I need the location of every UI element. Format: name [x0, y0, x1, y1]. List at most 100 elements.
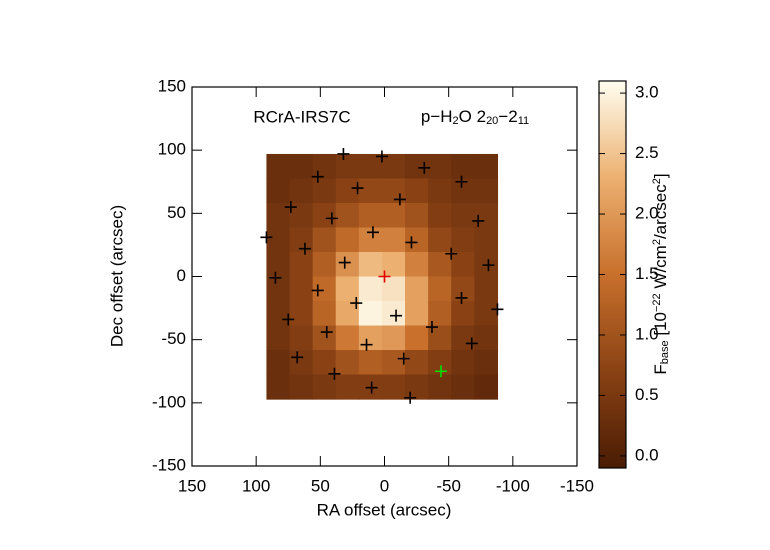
heatmap-cell — [358, 202, 383, 229]
heatmap-cell — [358, 276, 383, 302]
cross-marker — [338, 256, 351, 269]
y-tick-label: 100 — [158, 140, 186, 159]
heatmap-cell — [335, 251, 360, 278]
heatmap-cell — [451, 227, 475, 253]
chart-title: RCrA-IRS7C — [253, 107, 350, 126]
heatmap-cell — [312, 153, 337, 180]
heatmap-cell — [266, 374, 291, 400]
heatmap-cell — [312, 227, 337, 253]
cross-marker — [320, 326, 333, 339]
cross-marker — [482, 259, 495, 272]
cross-marker — [445, 247, 458, 260]
colorbar-tick-label: 1.5 — [635, 264, 659, 283]
cross-marker — [425, 321, 438, 334]
cross-marker — [434, 365, 447, 378]
heatmap-cell — [358, 178, 383, 204]
heatmap-cell — [312, 325, 337, 351]
cross-marker — [390, 309, 403, 322]
text-part: [10 — [651, 312, 670, 340]
x-tick-label: 100 — [242, 476, 270, 495]
heatmap-cell — [335, 301, 360, 327]
text-part: 2 — [651, 239, 663, 245]
heatmap-cell — [312, 374, 337, 400]
heatmap-cell — [474, 325, 499, 351]
heatmap-cell — [451, 251, 475, 278]
text-part: 2 — [453, 115, 459, 127]
x-tick-label: 150 — [178, 476, 206, 495]
heatmap-cell — [335, 325, 360, 351]
cross-marker — [291, 351, 304, 364]
heatmap-cell — [474, 178, 499, 204]
cross-marker — [360, 338, 373, 351]
x-tick-label: -150 — [560, 476, 594, 495]
heatmap-cell — [289, 350, 314, 376]
y-tick-label: 0 — [177, 266, 186, 285]
cross-marker — [328, 367, 341, 380]
heatmap-cell — [289, 153, 314, 180]
heatmap-cell — [358, 251, 383, 278]
heatmap-cell — [312, 276, 337, 302]
heatmap-cell — [289, 276, 314, 302]
cross-marker — [337, 147, 350, 160]
heatmap-cell — [335, 374, 360, 400]
heatmap-cell — [266, 153, 291, 180]
heatmap-cell — [266, 227, 291, 253]
cross-marker — [378, 270, 391, 283]
x-tick-label: -100 — [496, 476, 530, 495]
colorbar-label: Fbase [10−22 W/cm2/arcsec2] — [651, 173, 671, 374]
heatmap-cell — [358, 350, 383, 376]
heatmap-cell — [266, 325, 291, 351]
y-tick-label: 50 — [167, 203, 186, 222]
heatmap-cell — [335, 202, 360, 229]
y-tick-label: -100 — [152, 392, 186, 411]
heatmap-cell — [335, 276, 360, 302]
heatmap-cell — [358, 325, 383, 351]
cross-marker — [405, 236, 418, 249]
heatmap-cell — [266, 276, 291, 302]
heatmap-cell — [289, 325, 314, 351]
cross-marker — [418, 161, 431, 174]
heatmap-cell — [474, 301, 499, 327]
cross-marker — [397, 352, 410, 365]
heatmap-cell — [451, 374, 475, 400]
heatmap-cell — [451, 202, 475, 229]
heatmap-cell — [266, 350, 291, 376]
text-part: W/cm — [651, 245, 670, 293]
heatmap-cell — [312, 202, 337, 229]
heatmap-cell — [405, 301, 429, 327]
heatmap-cell — [266, 301, 291, 327]
cross-marker — [491, 303, 504, 316]
heatmap-cell — [312, 350, 337, 376]
heatmap-cell — [381, 301, 406, 327]
heatmap-cell — [381, 350, 406, 376]
text-part: 2 — [651, 178, 663, 184]
cross-marker — [472, 214, 485, 227]
heatmap-cell — [335, 227, 360, 253]
y-axis-label: Dec offset (arcsec) — [107, 205, 126, 347]
colorbar-tick-label: 1.0 — [635, 324, 659, 343]
heatmap-cell — [405, 374, 429, 400]
heatmap-cell — [312, 251, 337, 278]
heatmap-cell — [428, 178, 452, 204]
cross-marker — [282, 313, 295, 326]
cross-marker — [455, 175, 468, 188]
heatmap-cell — [428, 227, 452, 253]
heatmap-cell — [405, 276, 429, 302]
cross-marker — [366, 226, 379, 239]
heatmap-cell — [266, 202, 291, 229]
heatmap-cell — [312, 301, 337, 327]
heatmap-cell — [405, 153, 429, 180]
heatmap-cell — [289, 202, 314, 229]
cross-marker — [375, 150, 388, 163]
heatmap-cell — [358, 153, 383, 180]
cross-marker — [350, 297, 363, 310]
text-part: 20 — [486, 115, 498, 127]
text-part: p−H — [421, 107, 453, 126]
cross-marker — [404, 391, 417, 404]
heatmap-cell — [289, 178, 314, 204]
cross-marker — [365, 381, 378, 394]
heatmap-cell — [289, 227, 314, 253]
heatmap-cell — [289, 301, 314, 327]
heatmap-cell — [381, 227, 406, 253]
